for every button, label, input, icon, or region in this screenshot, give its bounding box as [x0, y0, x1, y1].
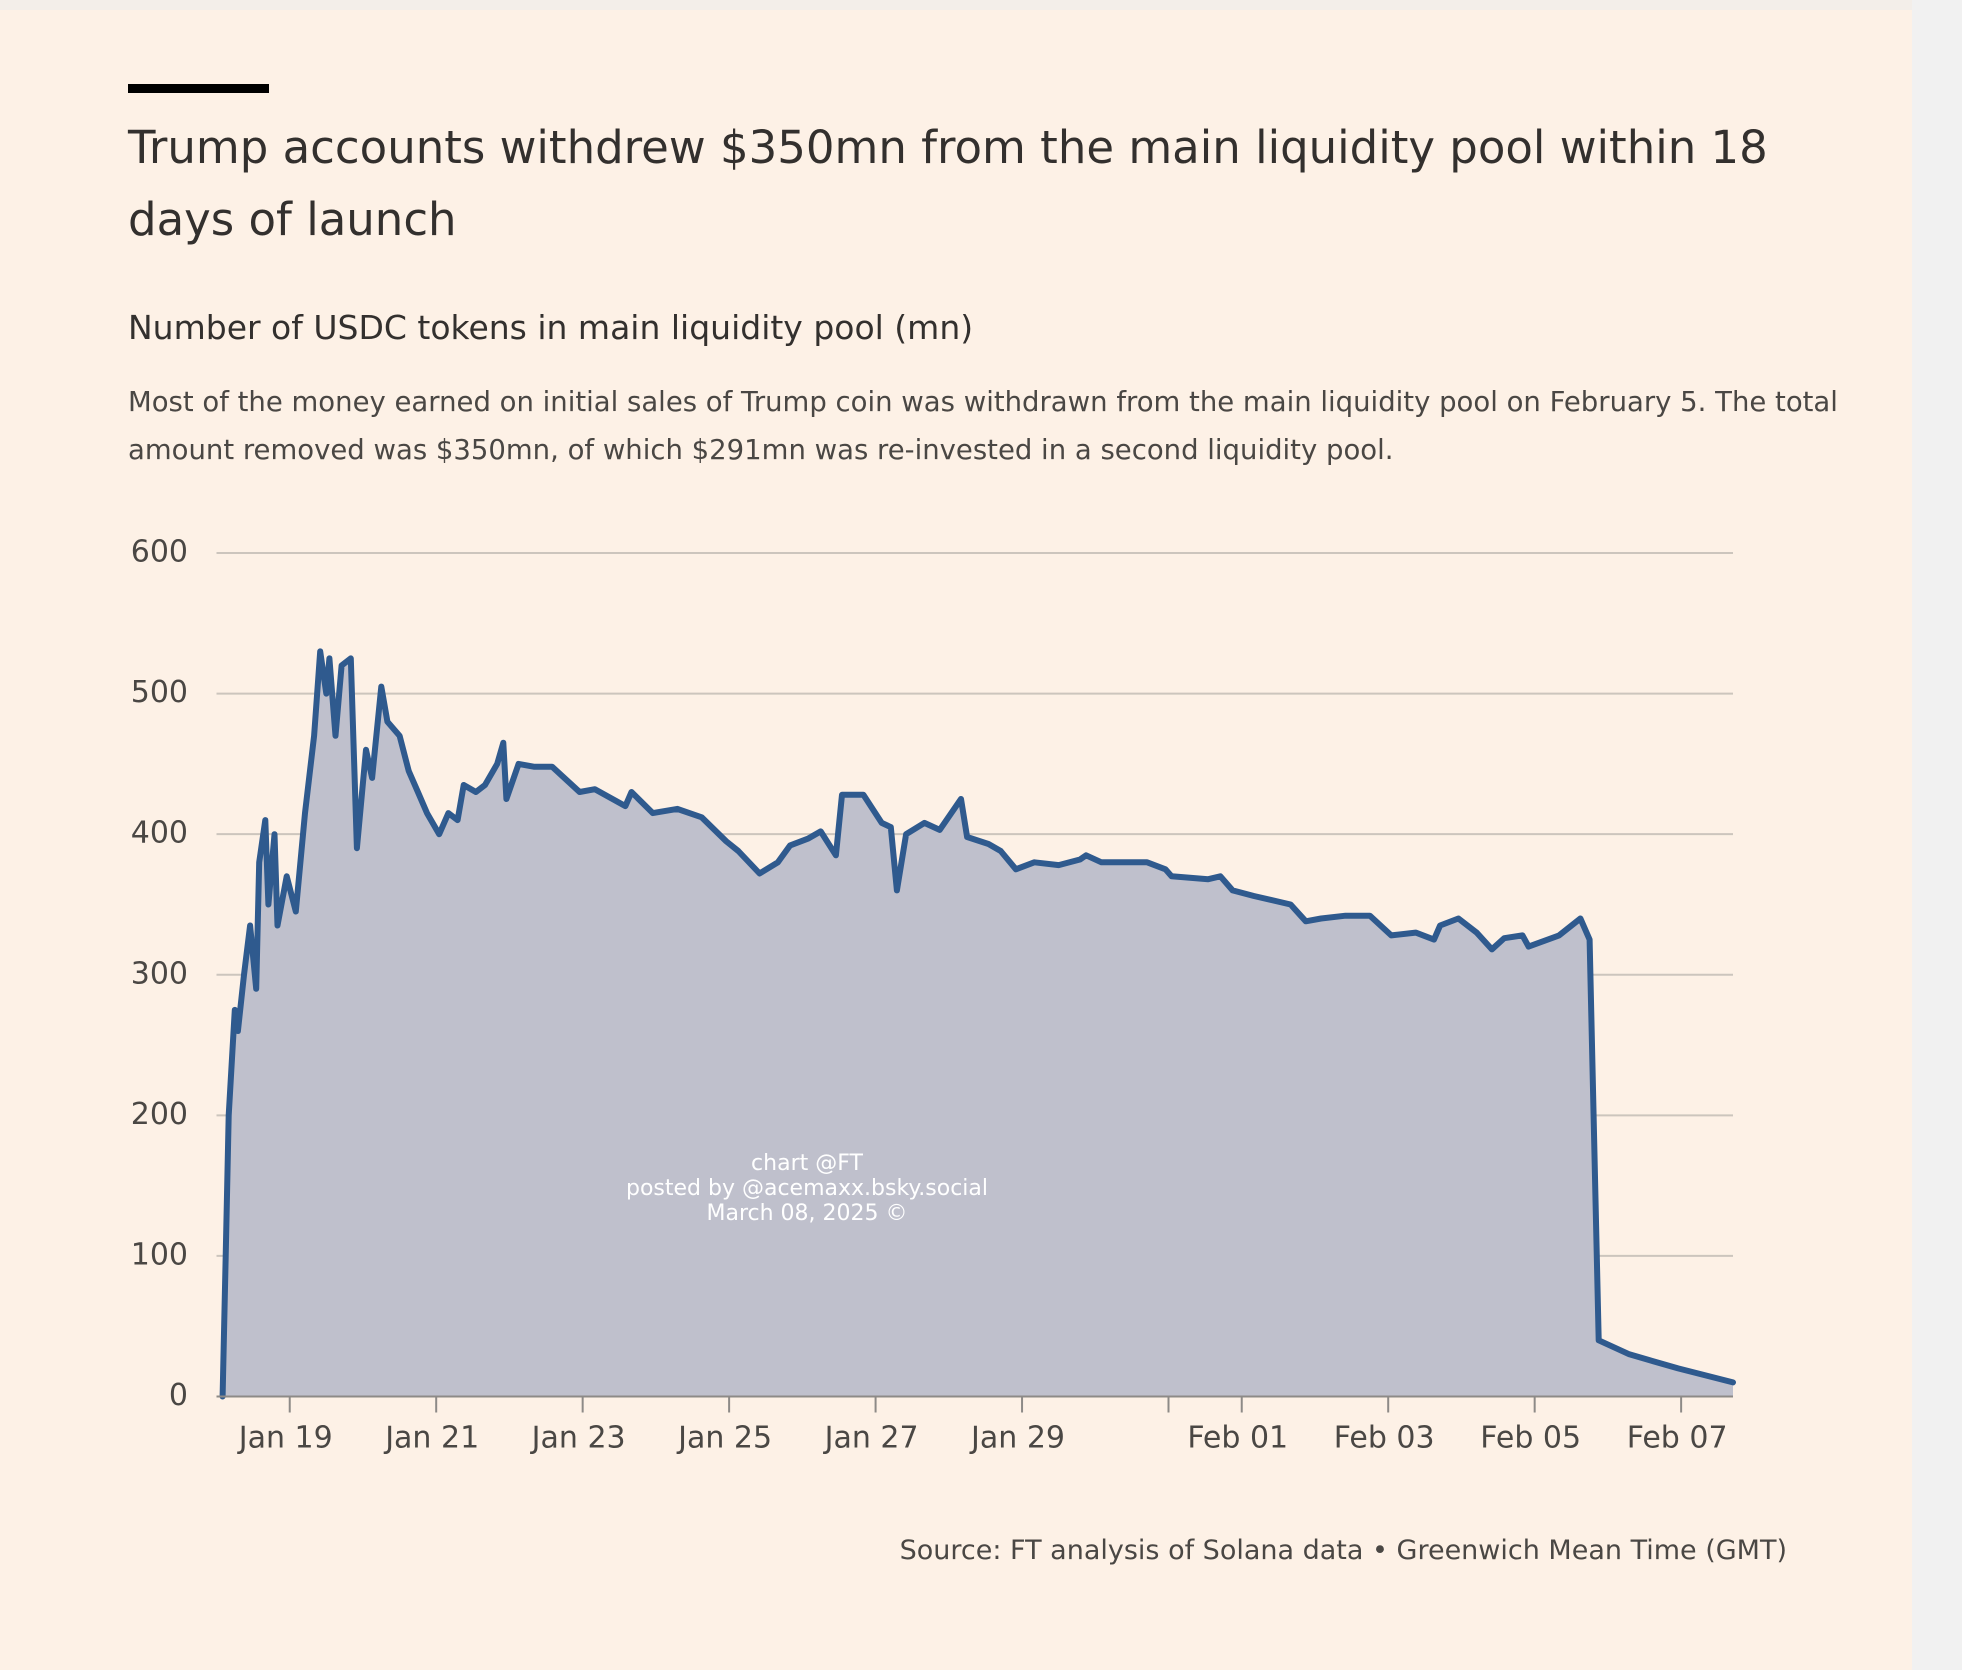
x-tick-label: Feb 03 [1334, 1421, 1435, 1456]
x-tick-label: Jan 23 [530, 1421, 626, 1456]
watermark: March 08, 2025 © [706, 1201, 907, 1226]
x-tick-label: Jan 27 [823, 1421, 919, 1456]
chart-description: Most of the money earned on initial sale… [128, 386, 1838, 466]
header-rule [128, 84, 269, 93]
data-line [219, 648, 1736, 1400]
y-tick-label: 600 [131, 535, 188, 570]
y-tick-label: 400 [131, 816, 188, 851]
x-tick-label: Jan 21 [383, 1421, 479, 1456]
top-border [0, 0, 1912, 10]
side-border [1912, 0, 1962, 1670]
y-tick-label: 200 [131, 1097, 188, 1132]
chart-source: Source: FT analysis of Solana data • Gre… [899, 1535, 1787, 1566]
area-fill [222, 651, 1734, 1397]
x-tick-label: Jan 29 [969, 1421, 1065, 1456]
y-tick-label: 500 [131, 675, 188, 710]
x-tick-label: Jan 19 [237, 1421, 333, 1456]
y-tick-label: 300 [131, 956, 188, 991]
x-tick-label: Feb 07 [1627, 1421, 1728, 1456]
watermark: posted by @acemaxx.bsky.social [626, 1176, 988, 1201]
y-tick-label: 100 [131, 1237, 188, 1272]
chart: 0 100 200 300 400 500 600 Jan 19 Jan 21 Jan 23 Jan… [131, 535, 1736, 1456]
x-tick-label: Feb 05 [1480, 1421, 1581, 1456]
x-tick-label: Jan 25 [676, 1421, 772, 1456]
x-tick-label: Feb 01 [1187, 1421, 1288, 1456]
watermark: chart @FT [751, 1151, 863, 1176]
y-tick-label: 0 [169, 1378, 188, 1413]
chart-subtitle: Number of USDC tokens in main liquidity … [128, 308, 974, 347]
chart-title: Trump accounts withdrew $350mn from the … [128, 121, 1768, 246]
